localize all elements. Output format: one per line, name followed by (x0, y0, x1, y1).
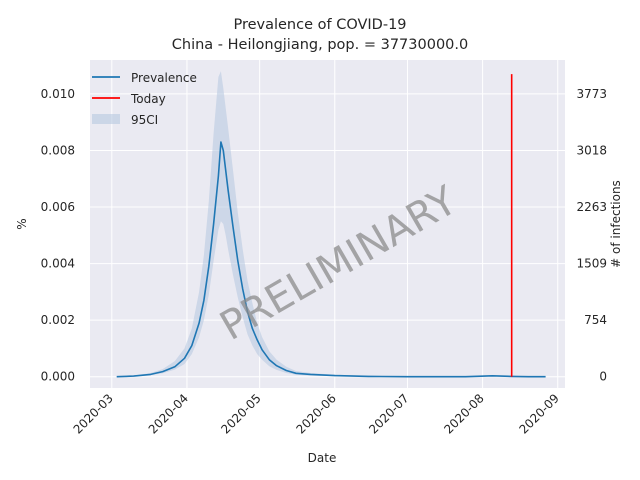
y-axis-label: % (15, 218, 29, 229)
grid-lines (90, 60, 565, 388)
x-tick-label: 2020-03 (71, 391, 116, 436)
y2-tick-label: 3773 (576, 87, 607, 101)
y2-tick-label: 0 (599, 370, 607, 384)
y2-axis-label: # of infections (609, 180, 623, 268)
legend-label-95ci: 95CI (131, 113, 158, 127)
y2-tick-label: 754 (584, 313, 607, 327)
legend-label-today: Today (130, 92, 166, 106)
x-tick-label: 2020-05 (218, 391, 263, 436)
legend-label-prevalence: Prevalence (131, 71, 197, 85)
legend: Prevalence Today 95CI (92, 71, 197, 127)
chart-title: Prevalence of COVID-19 (233, 17, 406, 33)
y2-tick-label: 3018 (576, 144, 607, 158)
legend-swatch-95ci (92, 114, 120, 124)
ci-band-group (116, 71, 546, 377)
chart-subtitle: China - Heilongjiang, pop. = 37730000.0 (172, 37, 468, 53)
y-tick-label: 0.010 (41, 87, 75, 101)
y-tick-label: 0.000 (41, 370, 75, 384)
y-tick-label: 0.002 (41, 313, 75, 327)
x-tick-label: 2020-09 (516, 391, 561, 436)
plot-background (90, 60, 565, 388)
x-axis-label: Date (308, 451, 337, 465)
x-tick-label: 2020-07 (366, 391, 411, 436)
y2-tick-label: 1509 (576, 257, 607, 271)
series-lines (116, 74, 546, 378)
y-tick-label: 0.008 (41, 143, 75, 157)
prevalence-line (116, 141, 546, 378)
ci-band (116, 71, 546, 377)
y2-tick-label: 2263 (576, 200, 607, 214)
x-tick-label: 2020-06 (294, 391, 339, 436)
x-tick-label: 2020-08 (441, 391, 486, 436)
x-tick-label: 2020-04 (146, 391, 191, 436)
y-tick-label: 0.004 (41, 257, 75, 271)
y-tick-label: 0.006 (41, 200, 75, 214)
